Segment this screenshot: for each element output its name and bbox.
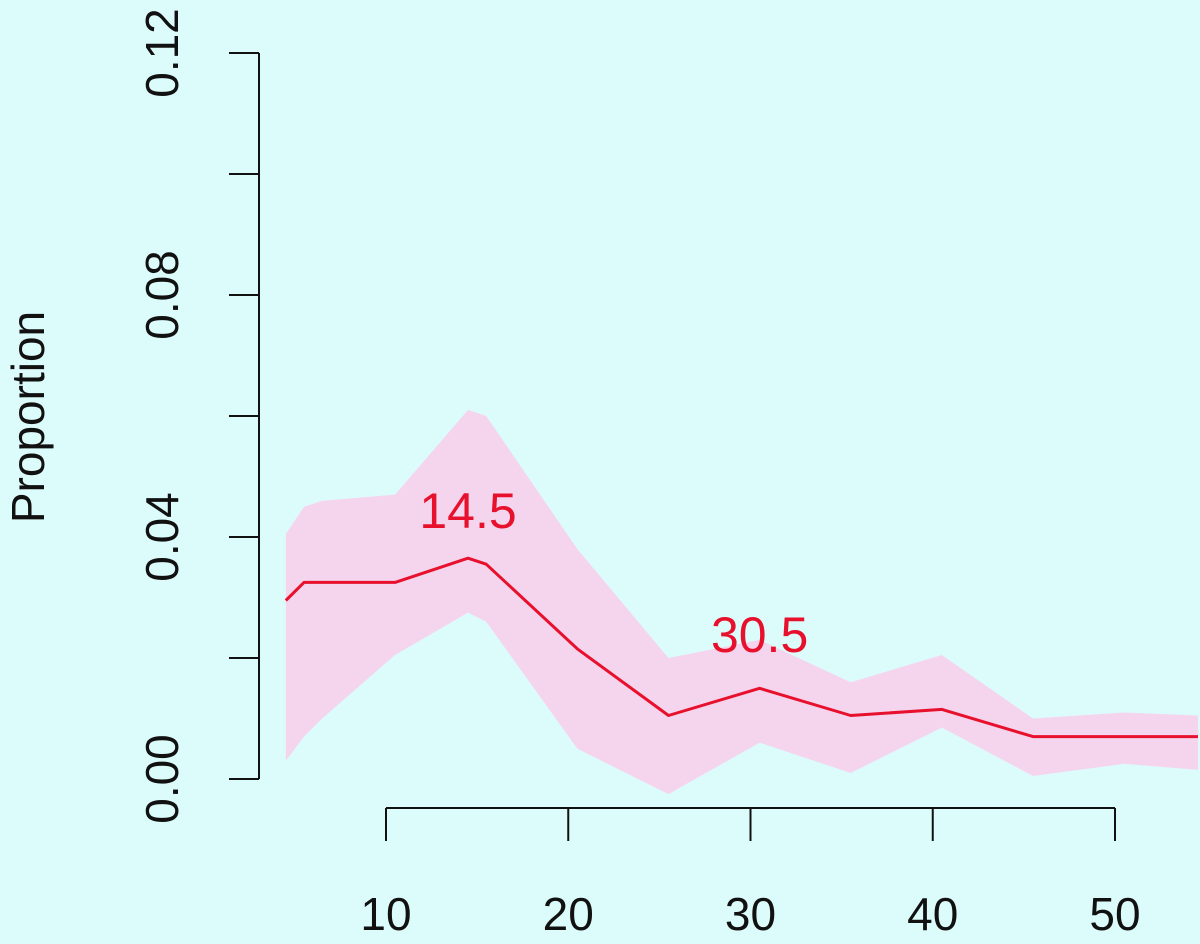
- y-tick-label: 0.08: [136, 250, 188, 340]
- series-line-layer: [284, 556, 1199, 739]
- confidence-band-layer: [285, 409, 1198, 795]
- series-line: [284, 556, 1198, 739]
- y-tick-label: 0.12: [136, 8, 188, 98]
- annotation-layer: 14.5 30.5: [419, 483, 808, 663]
- annotation-label: 14.5: [419, 483, 516, 539]
- y-axis-title: Proportion: [2, 311, 54, 523]
- x-tick-label: 50: [1089, 888, 1140, 940]
- y-tick-label: 0.00: [136, 734, 188, 824]
- y-tick-label: 0.04: [136, 492, 188, 582]
- x-tick-label: 30: [725, 888, 776, 940]
- y-axis: 0.00 0.04 0.08 0.12: [136, 8, 260, 824]
- annotation-label: 30.5: [711, 607, 808, 663]
- confidence-band: [285, 409, 1198, 795]
- x-tick-label: 20: [543, 888, 594, 940]
- x-tick-label: 40: [907, 888, 958, 940]
- x-axis: 10 20 30 40 50: [360, 807, 1141, 940]
- x-tick-label: 10: [360, 888, 411, 940]
